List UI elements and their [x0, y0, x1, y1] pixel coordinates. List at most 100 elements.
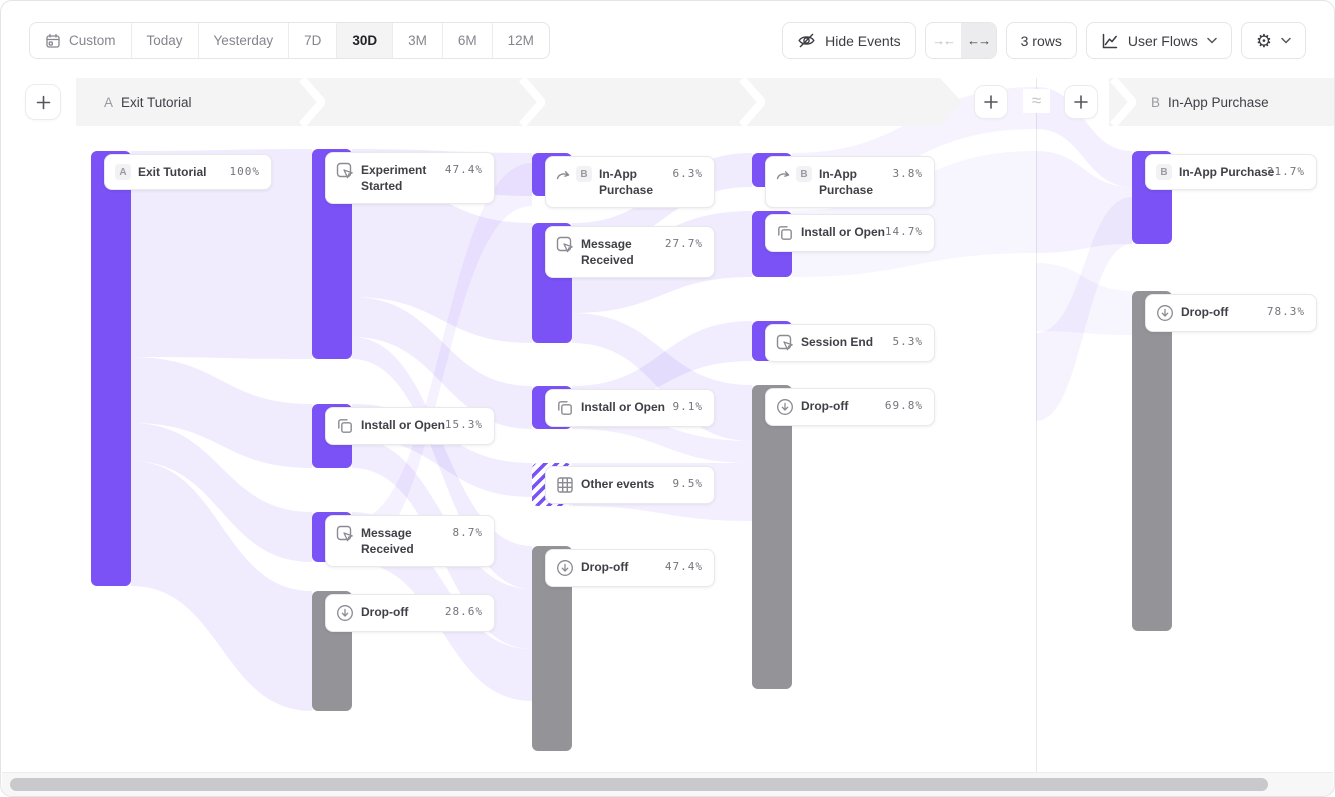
- cursor-click-icon: [336, 162, 354, 180]
- node-card-drop-off[interactable]: Drop-off 47.4%: [545, 549, 715, 587]
- band-chevron-icon: [299, 78, 325, 126]
- chevron-down-icon: [1281, 37, 1291, 44]
- flow-a-event-name: Exit Tutorial: [121, 94, 192, 110]
- node-bar-exit-tutorial[interactable]: [91, 151, 131, 586]
- node-card-drop-off[interactable]: Drop-off 28.6%: [325, 594, 495, 632]
- cursor-click-icon: [556, 236, 574, 254]
- settings-button[interactable]: ⚙: [1240, 22, 1306, 59]
- band-chevron-icon: [1110, 78, 1136, 126]
- node-icons: B: [556, 166, 592, 182]
- date-range-6m[interactable]: 6M: [441, 23, 492, 58]
- dropoff-icon: [776, 398, 794, 416]
- node-label: Other events: [581, 477, 655, 491]
- date-range-label: 3M: [408, 33, 427, 48]
- hide-events-label: Hide Events: [825, 32, 901, 49]
- add-step-right-of-divider-button[interactable]: [1064, 85, 1098, 119]
- node-icons: [776, 224, 794, 242]
- node-icons: [556, 559, 574, 577]
- node-card-in-app-purchase[interactable]: B In-App Purchase 6.3%: [545, 156, 715, 209]
- node-label: Install or Open: [361, 418, 446, 432]
- node-percent: 27.7%: [664, 237, 703, 250]
- flow-b-badge: B: [1156, 164, 1172, 180]
- node-percent: 6.3%: [672, 167, 703, 180]
- flow-b-badge: B: [576, 166, 592, 182]
- date-range-3m[interactable]: 3M: [392, 23, 442, 58]
- flow-a-header-band[interactable]: A Exit Tutorial: [76, 78, 962, 126]
- date-range-yesterday[interactable]: Yesterday: [197, 23, 289, 58]
- node-card-in-app-purchase[interactable]: B In-App Purchase 21.7%: [1145, 154, 1317, 191]
- expand-columns-button[interactable]: ←→: [960, 23, 996, 58]
- flow-b-label: B In-App Purchase: [1151, 95, 1269, 110]
- install-icon: [776, 224, 794, 242]
- flow-chart-icon: [1101, 32, 1119, 50]
- node-percent: 5.3%: [892, 335, 923, 348]
- node-icons: [336, 604, 354, 622]
- node-percent: 100%: [229, 165, 260, 178]
- date-range-today[interactable]: Today: [130, 23, 198, 58]
- flow-a-badge: A: [115, 164, 131, 180]
- view-selector-button[interactable]: User Flows: [1085, 22, 1232, 59]
- date-range-label: Custom: [69, 33, 116, 48]
- calendar-icon: [45, 33, 61, 49]
- redirect-icon: [776, 168, 791, 181]
- view-label: User Flows: [1127, 32, 1198, 49]
- node-card-exit-tutorial[interactable]: A Exit Tutorial 100%: [104, 154, 272, 191]
- redirect-icon: [556, 168, 571, 181]
- node-percent: 9.1%: [672, 400, 703, 413]
- node-card-message-received[interactable]: Message Received 8.7%: [325, 515, 495, 568]
- node-card-session-end[interactable]: Session End 5.3%: [765, 324, 935, 362]
- add-step-start-button[interactable]: [25, 84, 61, 120]
- rows-button[interactable]: 3 rows: [1005, 22, 1077, 59]
- node-icons: [556, 476, 574, 494]
- grid-icon: [556, 476, 574, 494]
- node-label: Drop-off: [1181, 305, 1229, 319]
- node-card-other-events[interactable]: Other events 9.5%: [545, 466, 715, 504]
- node-card-message-received[interactable]: Message Received 27.7%: [545, 226, 715, 279]
- dropoff-icon: [1156, 304, 1174, 322]
- flow-b-header-band[interactable]: B In-App Purchase: [1109, 78, 1334, 126]
- date-range-30d[interactable]: 30D: [336, 23, 393, 58]
- node-bar-drop-off[interactable]: [1132, 291, 1172, 631]
- node-bar-drop-off[interactable]: [752, 385, 792, 689]
- dropoff-icon: [556, 559, 574, 577]
- date-range-label: Yesterday: [213, 33, 274, 48]
- toolbar: Custom Today Yesterday 7D 30D 3M 6M 12M Hide Ev…: [29, 22, 1306, 59]
- node-card-install-or-open[interactable]: Install or Open 14.7%: [765, 214, 935, 252]
- flow-divider: [1036, 78, 1037, 772]
- node-label: Message Received: [361, 526, 414, 557]
- node-icons: B: [1156, 164, 1172, 180]
- node-icons: [336, 525, 354, 543]
- node-label: Install or Open: [581, 400, 666, 414]
- node-percent: 9.5%: [672, 477, 703, 490]
- install-icon: [336, 417, 354, 435]
- approx-symbol: ≈: [1023, 89, 1050, 113]
- node-card-in-app-purchase[interactable]: B In-App Purchase 3.8%: [765, 156, 935, 209]
- node-icons: B: [776, 166, 812, 182]
- install-icon: [556, 399, 574, 417]
- date-range-label: 30D: [352, 33, 378, 48]
- node-card-drop-off[interactable]: Drop-off 69.8%: [765, 388, 935, 426]
- collapse-columns-button[interactable]: →←: [932, 33, 956, 48]
- hide-events-button[interactable]: Hide Events: [782, 22, 916, 59]
- add-step-left-of-divider-button[interactable]: [974, 85, 1008, 119]
- node-label: Exit Tutorial: [138, 165, 207, 179]
- node-card-drop-off[interactable]: Drop-off 78.3%: [1145, 294, 1317, 332]
- node-percent: 15.3%: [444, 418, 483, 431]
- date-range-7d[interactable]: 7D: [288, 23, 336, 58]
- toolbar-right: Hide Events →← ←→ 3 rows User Flows: [782, 22, 1306, 59]
- chevron-down-icon: [1207, 37, 1217, 44]
- horizontal-scrollbar-track[interactable]: [2, 772, 1333, 796]
- date-range-custom[interactable]: Custom: [30, 23, 131, 58]
- date-range-12m[interactable]: 12M: [491, 23, 549, 58]
- node-card-install-or-open[interactable]: Install or Open 15.3%: [325, 407, 495, 445]
- horizontal-scrollbar-thumb[interactable]: [10, 778, 1268, 791]
- node-percent: 3.8%: [892, 167, 923, 180]
- node-label: Drop-off: [361, 605, 409, 619]
- node-icons: [776, 334, 794, 352]
- node-card-install-or-open[interactable]: Install or Open 9.1%: [545, 389, 715, 427]
- node-label: Drop-off: [581, 560, 629, 574]
- node-card-experiment-started[interactable]: Experiment Started 47.4%: [325, 152, 495, 205]
- node-percent: 69.8%: [884, 399, 923, 412]
- node-label: In-App Purchase: [1179, 165, 1275, 179]
